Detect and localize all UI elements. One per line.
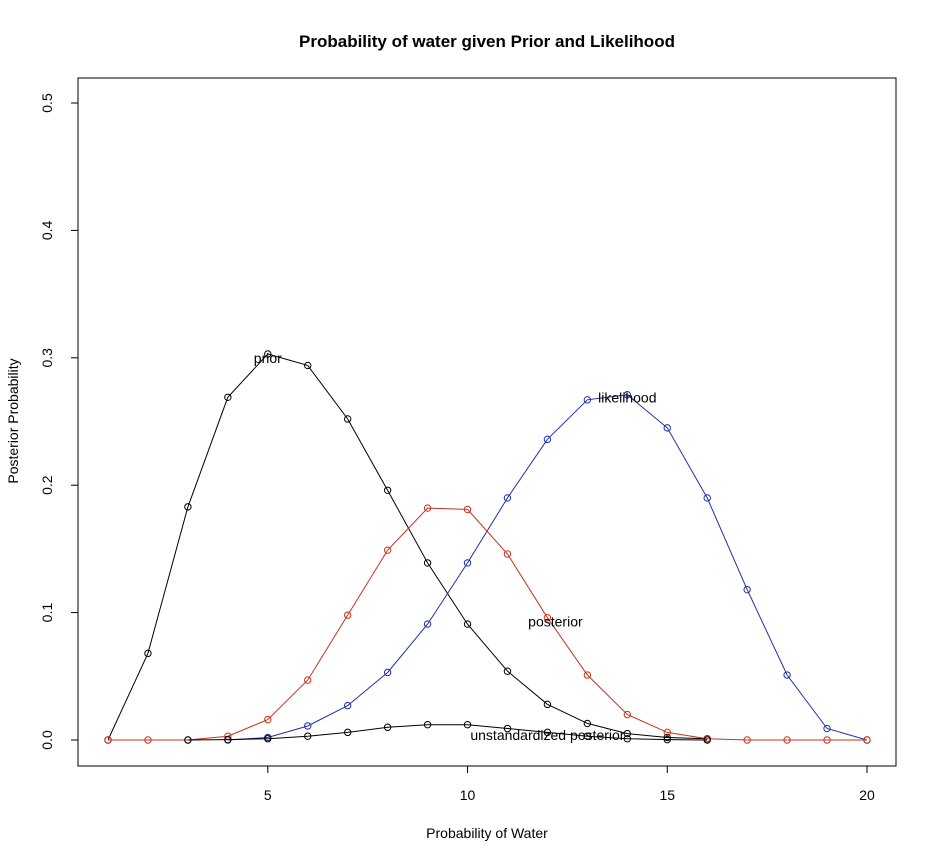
data-point — [383, 723, 392, 731]
data-point — [623, 391, 632, 399]
data-point — [423, 721, 432, 729]
data-point — [783, 736, 791, 744]
y-tick-label: 0.4 — [39, 220, 55, 240]
data-point — [663, 733, 671, 742]
data-point — [224, 735, 232, 744]
data-point — [863, 736, 871, 744]
data-point — [583, 732, 592, 740]
data-point — [144, 736, 152, 744]
x-tick-label: 20 — [859, 787, 875, 803]
data-point — [663, 728, 671, 737]
data-point — [184, 736, 192, 744]
data-point — [343, 415, 352, 423]
data-point — [423, 504, 432, 512]
y-axis-label: Posterior Probability — [5, 358, 21, 483]
data-point — [264, 735, 272, 743]
y-tick-label: 0.2 — [39, 475, 55, 495]
data-point — [463, 721, 472, 729]
annotation-layer: prior likelihood posterior unstandardized p… — [254, 350, 657, 743]
data-point — [623, 729, 632, 738]
data-point — [743, 585, 751, 594]
data-point — [343, 611, 352, 619]
annotation-label: prior — [254, 350, 282, 366]
axes: 5 10 15 20 0.0 0.1 0.2 0.3 0.4 0.5 — [39, 93, 875, 803]
data-point — [343, 728, 352, 737]
data-point — [304, 361, 312, 370]
annotation-label: likelihood — [598, 389, 656, 405]
data-point — [264, 715, 272, 724]
data-point — [583, 671, 592, 679]
series-3 — [184, 721, 711, 744]
data-point — [543, 700, 552, 709]
data-point — [663, 424, 671, 432]
data-point — [583, 719, 592, 728]
data-point — [383, 546, 392, 554]
data-point — [383, 668, 392, 677]
data-point — [423, 559, 432, 567]
series-line — [108, 507, 867, 741]
data-point — [104, 736, 112, 744]
series-2 — [104, 504, 871, 744]
data-point — [383, 486, 392, 494]
data-point — [463, 620, 472, 628]
series-0 — [104, 350, 711, 744]
annotation-label: posterior — [528, 614, 583, 630]
data-point — [184, 503, 192, 511]
data-point — [423, 620, 432, 628]
series-1 — [224, 391, 871, 744]
series-line — [187, 724, 708, 741]
y-tick-label: 0.0 — [39, 730, 55, 750]
x-tick-label: 5 — [264, 787, 272, 803]
y-tick-label: 0.3 — [39, 348, 55, 368]
y-tick-label: 0.5 — [39, 93, 55, 113]
data-point — [503, 667, 512, 675]
x-tick-label: 10 — [460, 787, 476, 803]
data-point — [144, 649, 152, 658]
data-point — [623, 735, 632, 743]
data-point — [304, 732, 312, 740]
x-tick-label: 15 — [659, 787, 675, 803]
data-point — [463, 559, 472, 567]
data-point — [823, 736, 831, 744]
annotation-label: unstandardized posterior — [470, 727, 624, 743]
data-point — [304, 676, 312, 684]
data-point — [663, 735, 671, 744]
series-line — [227, 394, 868, 741]
data-point — [503, 494, 512, 502]
data-point — [463, 505, 472, 514]
data-point — [503, 550, 512, 558]
data-point — [623, 710, 632, 719]
data-point — [583, 396, 592, 404]
series-layer — [104, 350, 871, 744]
data-point — [264, 350, 272, 358]
data-point — [343, 701, 352, 710]
data-point — [503, 724, 512, 733]
data-point — [783, 671, 791, 679]
y-tick-label: 0.1 — [39, 603, 55, 623]
data-point — [543, 728, 552, 737]
data-point — [823, 724, 831, 733]
data-point — [743, 736, 751, 744]
data-point — [543, 613, 552, 622]
data-point — [224, 393, 232, 401]
data-point — [703, 494, 711, 502]
series-line — [107, 353, 708, 741]
x-axis-label: Probability of Water — [426, 825, 548, 841]
data-point — [543, 435, 552, 444]
data-point — [304, 722, 312, 730]
plot-frame — [77, 77, 897, 767]
chart-title: Probability of water given Prior and Lik… — [299, 32, 675, 51]
data-point — [703, 736, 711, 744]
